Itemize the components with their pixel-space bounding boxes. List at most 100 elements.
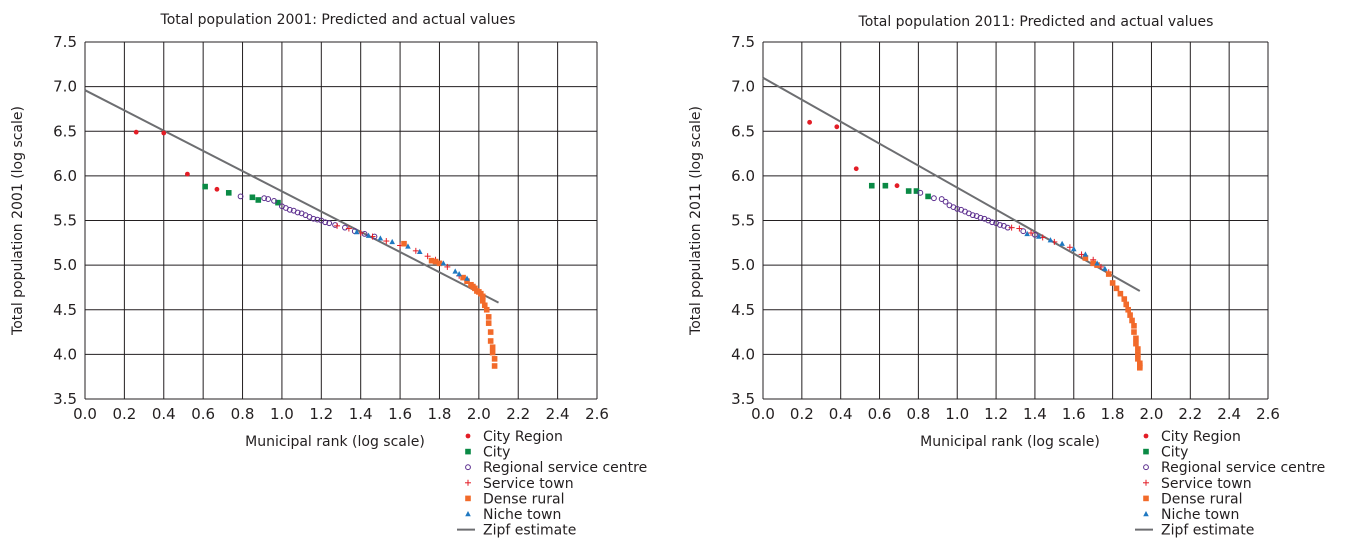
legend-marker [1143, 495, 1149, 502]
y-tick-label: 7.0 [53, 78, 77, 96]
data-point [917, 189, 924, 196]
data-point [436, 260, 443, 267]
x-tick-label: 0.4 [152, 405, 176, 423]
y-tick-label: 6.0 [53, 167, 77, 185]
x-tick-label: 1.8 [428, 405, 452, 423]
data-point [997, 222, 1003, 228]
data-point [255, 197, 262, 203]
data-point [271, 197, 277, 204]
data-point [314, 216, 321, 223]
data-point [905, 188, 912, 194]
legend-marker [465, 495, 471, 502]
y-tick-label: 3.5 [731, 390, 755, 408]
y-tick-label: 5.5 [53, 212, 77, 230]
data-point [1094, 260, 1100, 266]
data-point [1117, 290, 1124, 297]
data-point [807, 119, 813, 125]
y-tick-label: 4.5 [53, 301, 77, 319]
data-point [1082, 251, 1089, 257]
data-point [483, 306, 490, 313]
data-point [894, 183, 900, 189]
y-tick-label: 6.5 [53, 122, 77, 140]
x-tick-label: 0.2 [112, 405, 136, 423]
legend-label: City Region [1161, 429, 1241, 445]
x-tick-label: 2.0 [1140, 405, 1164, 423]
x-tick-label: 1.6 [1062, 405, 1086, 423]
data-point [1125, 306, 1131, 313]
data-point [479, 298, 486, 304]
legend-marker [1143, 464, 1149, 471]
data-point [334, 222, 341, 229]
data-point [913, 188, 920, 194]
data-point [460, 274, 466, 281]
y-tick-label: 4.5 [731, 301, 755, 319]
x-tick-label: 0.2 [790, 405, 814, 423]
chart-title: Total population 2001: Predicted and act… [160, 12, 516, 28]
y-tick-label: 5.0 [53, 256, 77, 274]
data-point [326, 220, 333, 227]
data-point [275, 199, 281, 206]
data-point [1135, 351, 1141, 358]
data-point [1135, 346, 1141, 352]
data-point [342, 224, 348, 231]
data-point [1133, 335, 1139, 342]
zipf-estimate-line [84, 89, 499, 304]
legend-label: Service town [483, 476, 574, 492]
data-point [487, 329, 494, 335]
data-point [389, 238, 395, 245]
data-point [485, 320, 492, 326]
data-point [487, 338, 494, 344]
data-point [481, 302, 488, 309]
x-tick-label: 2.6 [585, 405, 609, 423]
legend-label: City [483, 445, 510, 461]
grid-lines [84, 41, 598, 400]
data-point [1016, 225, 1023, 232]
x-tick-label: 2.6 [1256, 405, 1280, 423]
data-point [185, 171, 190, 177]
data-point [1135, 356, 1141, 362]
data-point [1105, 271, 1112, 277]
series-regional-service-centre [917, 189, 1038, 238]
data-point [464, 275, 470, 281]
data-point [464, 278, 470, 284]
data-point [1131, 323, 1137, 329]
data-point [133, 129, 139, 135]
data-point [365, 232, 372, 238]
y-tick-label: 6.5 [731, 122, 755, 140]
data-point [286, 206, 293, 213]
x-tick-label: 0.4 [829, 405, 853, 423]
legend-label: Dense rural [483, 491, 564, 507]
data-point [1066, 244, 1073, 251]
data-point [1020, 228, 1027, 235]
y-tick-label: 5.5 [731, 212, 755, 230]
data-point [942, 198, 949, 205]
data-point [345, 225, 352, 232]
chart-title: Total population 2011: Predicted and act… [858, 14, 1214, 30]
grid-lines [762, 41, 1269, 400]
data-point [491, 363, 498, 369]
data-point [405, 243, 411, 249]
data-point [485, 314, 492, 320]
data-point [1090, 260, 1096, 267]
data-point [977, 214, 984, 221]
data-point [1121, 296, 1128, 302]
data-point [1131, 329, 1137, 335]
legend-label: Niche town [1161, 507, 1239, 523]
data-point [1028, 229, 1035, 236]
data-point [412, 247, 419, 254]
x-tick-label: 0.8 [231, 405, 255, 423]
data-point [1133, 340, 1139, 347]
x-tick-label: 2.0 [467, 405, 491, 423]
data-point [1032, 231, 1038, 238]
data-point [969, 212, 976, 219]
y-tick-label: 5.0 [731, 256, 755, 274]
data-point [489, 349, 496, 356]
data-point [1129, 317, 1135, 324]
data-point [1024, 230, 1030, 237]
data-point [294, 209, 301, 216]
legend-label: Regional service centre [483, 460, 647, 476]
x-tick-label: 1.2 [309, 405, 333, 423]
